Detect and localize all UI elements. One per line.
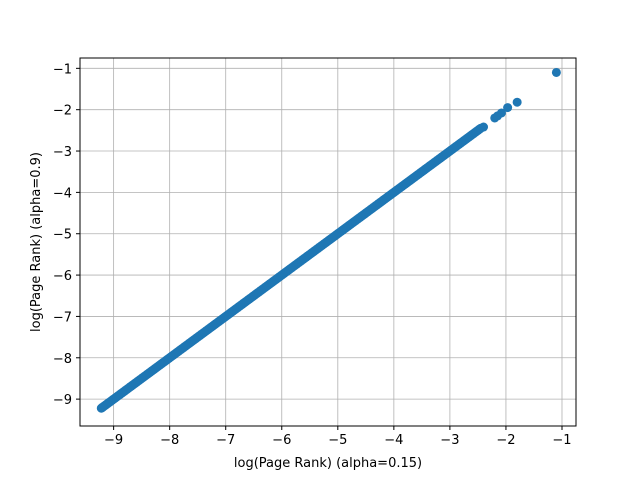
x-tick-label: −7	[216, 433, 235, 448]
x-tick-label: −3	[440, 433, 459, 448]
x-tick-label: −9	[104, 433, 123, 448]
y-tick-label: −9	[53, 393, 72, 408]
x-tick-label: −8	[160, 433, 179, 448]
y-tick-label: −1	[53, 62, 72, 77]
x-axis-ticks: −9 −8 −7 −6 −5 −4 −3 −2 −1	[104, 426, 572, 448]
y-tick-label: −4	[53, 186, 72, 201]
data-point	[512, 97, 522, 107]
y-tick-label: −3	[53, 145, 72, 160]
x-tick-label: −6	[272, 433, 291, 448]
data-point	[551, 67, 561, 77]
data-points	[96, 67, 561, 413]
y-tick-label: −2	[53, 104, 72, 119]
y-tick-label: −8	[53, 352, 72, 367]
y-axis-label: log(Page Rank) (alpha=0.9)	[29, 152, 44, 332]
y-tick-label: −7	[53, 310, 72, 325]
x-tick-label: −2	[496, 433, 515, 448]
data-point	[503, 103, 513, 113]
data-point	[97, 402, 107, 412]
data-point	[479, 122, 489, 132]
y-tick-label: −5	[53, 228, 72, 243]
x-axis-label: log(Page Rank) (alpha=0.15)	[234, 456, 422, 471]
x-tick-label: −1	[552, 433, 571, 448]
x-tick-label: −5	[328, 433, 347, 448]
y-axis-ticks: −9 −8 −7 −6 −5 −4 −3 −2 −1	[53, 62, 80, 408]
plot-frame	[79, 57, 577, 427]
x-tick-label: −4	[384, 433, 403, 448]
y-tick-label: −6	[53, 269, 72, 284]
data-point	[496, 108, 506, 118]
